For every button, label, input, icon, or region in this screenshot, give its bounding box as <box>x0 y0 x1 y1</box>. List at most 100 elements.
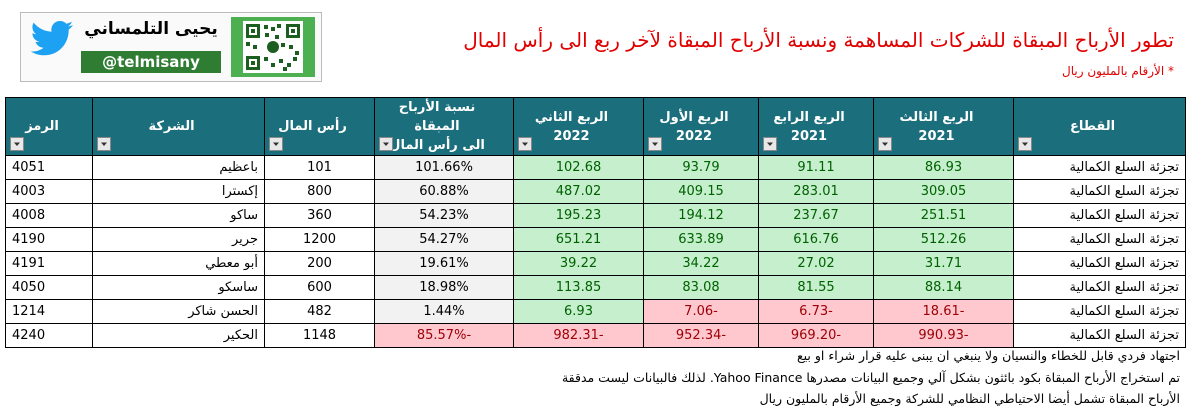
column-header: نسبة الأرباح المبقاة الى رأس المال <box>374 97 514 156</box>
table-cell: 4050 <box>5 275 93 300</box>
logo-handle: @telmisany <box>81 51 221 73</box>
filter-button[interactable] <box>1018 137 1032 151</box>
table-cell: -18.61 <box>873 299 1014 324</box>
table-cell: -85.57% <box>374 323 514 348</box>
table-cell: 251.51 <box>873 203 1014 228</box>
table-cell: 482 <box>264 299 375 324</box>
data-table: القطاع الربع الثالث 2021 الربع الرابع 2021 ال… <box>5 97 1186 348</box>
table-cell: 1214 <box>5 299 93 324</box>
table-row: تجزئة السلع الكمالية 88.14 81.55 83.08 113.8… <box>5 275 1186 300</box>
table-cell: 102.68 <box>513 155 644 180</box>
column-subtitle: 2021 <box>918 128 955 144</box>
table-cell: الحكير <box>92 323 265 348</box>
table-cell: 4240 <box>5 323 93 348</box>
table-cell: -990.93 <box>873 323 1014 348</box>
table-cell: تجزئة السلع الكمالية <box>1013 203 1186 228</box>
table-cell: تجزئة السلع الكمالية <box>1013 251 1186 276</box>
table-cell: 54.23% <box>374 203 514 228</box>
table-cell: 19.61% <box>374 251 514 276</box>
dropdown-arrow <box>101 142 107 146</box>
table-cell: 86.93 <box>873 155 1014 180</box>
table-cell: 800 <box>264 179 375 204</box>
header-row: القطاع الربع الثالث 2021 الربع الرابع 2021 ال… <box>5 97 1186 156</box>
filter-button[interactable] <box>379 137 393 151</box>
table-cell: 195.23 <box>513 203 644 228</box>
table-cell: 18.98% <box>374 275 514 300</box>
table-cell: إكسترا <box>92 179 265 204</box>
column-header: القطاع <box>1013 97 1186 156</box>
table-cell: تجزئة السلع الكمالية <box>1013 227 1186 252</box>
column-subtitle: 2022 <box>675 128 713 144</box>
filter-button[interactable] <box>763 137 777 151</box>
column-header: الربع الرابع 2021 <box>758 97 874 156</box>
column-header: رأس المال <box>264 97 375 156</box>
table-row: تجزئة السلع الكمالية 31.71 27.02 34.22 39.22… <box>5 251 1186 276</box>
column-title: الرمز <box>25 119 59 134</box>
table-cell: 409.15 <box>643 179 759 204</box>
table-cell: 54.27% <box>374 227 514 252</box>
table-cell: 237.67 <box>758 203 874 228</box>
column-title: رأس المال <box>278 119 347 134</box>
column-title: نسبة الأرباح المبقاة <box>398 100 476 134</box>
table-cell: 633.89 <box>643 227 759 252</box>
column-title: الربع الرابع <box>773 109 845 125</box>
footer: اجتهاد فردي قابل للخطاء والنسيان ولا ينب… <box>562 345 1180 410</box>
table-cell: تجزئة السلع الكمالية <box>1013 323 1186 348</box>
column-header: الشركة <box>92 97 265 156</box>
table-cell: باعظيم <box>92 155 265 180</box>
table-cell: 101 <box>264 155 375 180</box>
table-cell: تجزئة السلع الكمالية <box>1013 155 1186 180</box>
table-row: تجزئة السلع الكمالية 309.05 283.01 409.15 48… <box>5 179 1186 204</box>
table-cell: 487.02 <box>513 179 644 204</box>
column-title: الشركة <box>148 119 195 134</box>
column-title: الربع الثالث <box>899 109 974 125</box>
table-cell: 81.55 <box>758 275 874 300</box>
table-cell: -982.31 <box>513 323 644 348</box>
table-cell: 283.01 <box>758 179 874 204</box>
logo: يحيى التلمساني @telmisany <box>20 12 322 82</box>
table-cell: 60.88% <box>374 179 514 204</box>
table-cell: 512.26 <box>873 227 1014 252</box>
table-cell: 39.22 <box>513 251 644 276</box>
table-cell: 31.71 <box>873 251 1014 276</box>
table-cell: 4003 <box>5 179 93 204</box>
table-cell: 1.44% <box>374 299 514 324</box>
column-title: القطاع <box>1069 119 1116 134</box>
twitter-bird <box>30 21 73 56</box>
table-cell: ساكو <box>92 203 265 228</box>
table-cell: الحسن شاكر <box>92 299 265 324</box>
column-title: الربع الثاني <box>534 109 609 125</box>
note: * الأرقام بالمليون ريال <box>1062 64 1174 78</box>
table-cell: 113.85 <box>513 275 644 300</box>
table-cell: -952.34 <box>643 323 759 348</box>
table-cell: -6.73 <box>758 299 874 324</box>
table-cell: 91.11 <box>758 155 874 180</box>
title: تطور الأرباح المبقاة للشركات المساهمة ون… <box>463 28 1174 52</box>
table-cell: 600 <box>264 275 375 300</box>
table-row: تجزئة السلع الكمالية 512.26 616.76 633.89 65… <box>5 227 1186 252</box>
table-cell: 83.08 <box>643 275 759 300</box>
table-cell: 616.76 <box>758 227 874 252</box>
logo-name: يحيى التلمساني <box>84 19 218 39</box>
filter-button[interactable] <box>648 137 662 151</box>
filter-button[interactable] <box>269 137 283 151</box>
dropdown-arrow <box>522 142 528 146</box>
table-cell: ساسكو <box>92 275 265 300</box>
column-header: الربع الثاني 2022 <box>513 97 644 156</box>
table-row: تجزئة السلع الكمالية 251.51 237.67 194.12 19… <box>5 203 1186 228</box>
dropdown-arrow <box>383 142 389 146</box>
filter-button[interactable] <box>10 137 24 151</box>
table-cell: 34.22 <box>643 251 759 276</box>
filter-button[interactable] <box>518 137 532 151</box>
dropdown-arrow <box>767 142 773 146</box>
table-cell: 1200 <box>264 227 375 252</box>
filter-button[interactable] <box>878 137 892 151</box>
filter-button[interactable] <box>97 137 111 151</box>
table-cell: 27.02 <box>758 251 874 276</box>
table-cell: 4191 <box>5 251 93 276</box>
table-body: تجزئة السلع الكمالية 86.93 91.11 93.79 102.6… <box>5 155 1186 348</box>
column-header: الرمز <box>5 97 93 156</box>
dropdown-arrow <box>14 142 20 146</box>
table-cell: 1148 <box>264 323 375 348</box>
